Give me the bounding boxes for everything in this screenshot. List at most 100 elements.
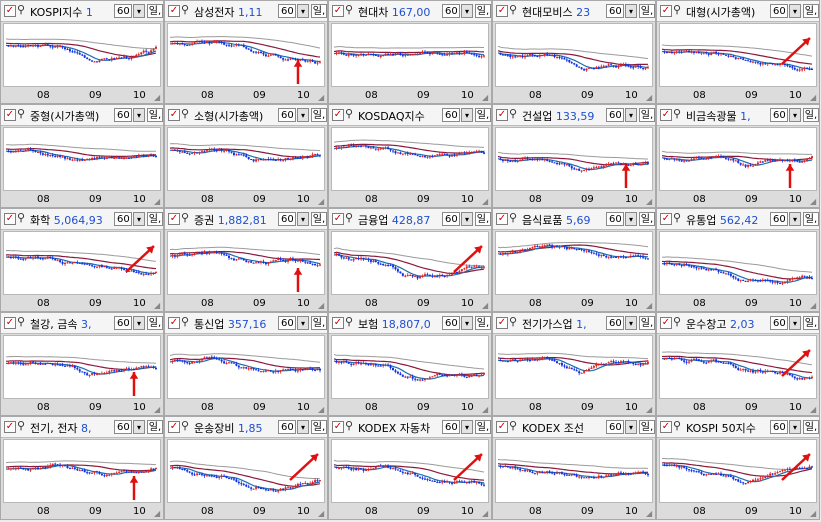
timeframe-button[interactable]: 일,	[475, 212, 491, 226]
price-chart[interactable]	[659, 335, 817, 399]
checkbox[interactable]: ✓	[168, 317, 180, 329]
price-chart[interactable]	[3, 127, 161, 191]
timeframe-button[interactable]: 일,	[639, 420, 655, 434]
resize-grip-icon[interactable]: ◢	[318, 93, 325, 102]
chart-panel[interactable]: ✓ ⚲ 전기, 전자 8, 60 ▾ 일, 08 09 10 ◢	[0, 416, 164, 520]
search-icon[interactable]: ⚲	[345, 3, 354, 16]
chart-panel[interactable]: ✓ ⚲ KOSDAQ지수 60 ▾ 일, 08 09 10 ◢	[328, 104, 492, 208]
resize-grip-icon[interactable]: ◢	[318, 405, 325, 414]
timeframe-button[interactable]: 일,	[311, 316, 327, 330]
chart-panel[interactable]: ✓ ⚲ 비금속광물 1, 60 ▾ 일, 08 09 10 ◢	[656, 104, 820, 208]
chart-panel[interactable]: ✓ ⚲ 대형(시가총액) 60 ▾ 일, 08 09 10 ◢	[656, 0, 820, 104]
chevron-down-icon[interactable]: ▾	[625, 212, 637, 226]
price-chart[interactable]	[3, 231, 161, 295]
resize-grip-icon[interactable]: ◢	[810, 93, 817, 102]
price-chart[interactable]	[495, 335, 653, 399]
resize-grip-icon[interactable]: ◢	[482, 93, 489, 102]
chart-panel[interactable]: ✓ ⚲ 건설업 133,59 60 ▾ 일, 08 09 10 ◢	[492, 104, 656, 208]
price-chart[interactable]	[495, 23, 653, 87]
resize-grip-icon[interactable]: ◢	[482, 197, 489, 206]
search-icon[interactable]: ⚲	[345, 419, 354, 432]
resize-grip-icon[interactable]: ◢	[154, 405, 161, 414]
search-icon[interactable]: ⚲	[345, 315, 354, 328]
period-input[interactable]: 60	[606, 212, 624, 226]
price-chart[interactable]	[167, 231, 325, 295]
search-icon[interactable]: ⚲	[17, 3, 26, 16]
search-icon[interactable]: ⚲	[181, 3, 190, 16]
timeframe-button[interactable]: 일,	[803, 4, 819, 18]
chart-panel[interactable]: ✓ ⚲ 삼성전자 1,11 60 ▾ 일, 08 09 10 ◢	[164, 0, 328, 104]
chevron-down-icon[interactable]: ▾	[461, 4, 473, 18]
chart-panel[interactable]: ✓ ⚲ 전기가스업 1, 60 ▾ 일, 08 09 10 ◢	[492, 312, 656, 416]
checkbox[interactable]: ✓	[496, 213, 508, 225]
checkbox[interactable]: ✓	[496, 109, 508, 121]
search-icon[interactable]: ⚲	[673, 315, 682, 328]
resize-grip-icon[interactable]: ◢	[318, 509, 325, 518]
search-icon[interactable]: ⚲	[17, 211, 26, 224]
chevron-down-icon[interactable]: ▾	[625, 420, 637, 434]
resize-grip-icon[interactable]: ◢	[646, 301, 653, 310]
resize-grip-icon[interactable]: ◢	[646, 93, 653, 102]
resize-grip-icon[interactable]: ◢	[482, 405, 489, 414]
chart-panel[interactable]: ✓ ⚲ KODEX 조선 60 ▾ 일, 08 09 10 ◢	[492, 416, 656, 520]
period-input[interactable]: 60	[770, 316, 788, 330]
search-icon[interactable]: ⚲	[181, 419, 190, 432]
timeframe-button[interactable]: 일,	[639, 212, 655, 226]
chevron-down-icon[interactable]: ▾	[789, 316, 801, 330]
checkbox[interactable]: ✓	[496, 5, 508, 17]
period-input[interactable]: 60	[770, 4, 788, 18]
timeframe-button[interactable]: 일,	[311, 4, 327, 18]
period-input[interactable]: 60	[278, 316, 296, 330]
price-chart[interactable]	[495, 439, 653, 503]
price-chart[interactable]	[167, 23, 325, 87]
price-chart[interactable]	[3, 335, 161, 399]
resize-grip-icon[interactable]: ◢	[646, 509, 653, 518]
resize-grip-icon[interactable]: ◢	[646, 405, 653, 414]
period-input[interactable]: 60	[442, 108, 460, 122]
chart-panel[interactable]: ✓ ⚲ 현대모비스 23 60 ▾ 일, 08 09 10 ◢	[492, 0, 656, 104]
chevron-down-icon[interactable]: ▾	[133, 108, 145, 122]
timeframe-button[interactable]: 일,	[475, 420, 491, 434]
chart-panel[interactable]: ✓ ⚲ KOSPI지수 1 60 ▾ 일, 08 09 10 ◢	[0, 0, 164, 104]
search-icon[interactable]: ⚲	[345, 211, 354, 224]
timeframe-button[interactable]: 일,	[147, 4, 163, 18]
checkbox[interactable]: ✓	[332, 5, 344, 17]
resize-grip-icon[interactable]: ◢	[810, 301, 817, 310]
chevron-down-icon[interactable]: ▾	[625, 316, 637, 330]
chart-panel[interactable]: ✓ ⚲ 운수창고 2,03 60 ▾ 일, 08 09 10 ◢	[656, 312, 820, 416]
price-chart[interactable]	[331, 127, 489, 191]
chart-panel[interactable]: ✓ ⚲ 음식료품 5,69 60 ▾ 일, 08 09 10 ◢	[492, 208, 656, 312]
checkbox[interactable]: ✓	[4, 421, 16, 433]
period-input[interactable]: 60	[606, 316, 624, 330]
search-icon[interactable]: ⚲	[509, 419, 518, 432]
timeframe-button[interactable]: 일,	[147, 420, 163, 434]
checkbox[interactable]: ✓	[4, 5, 16, 17]
chart-panel[interactable]: ✓ ⚲ 소형(시가총액) 60 ▾ 일, 08 09 10 ◢	[164, 104, 328, 208]
period-input[interactable]: 60	[278, 108, 296, 122]
resize-grip-icon[interactable]: ◢	[318, 197, 325, 206]
timeframe-button[interactable]: 일,	[311, 212, 327, 226]
chevron-down-icon[interactable]: ▾	[133, 212, 145, 226]
chart-panel[interactable]: ✓ ⚲ 증권 1,882,81 60 ▾ 일, 08 09 10 ◢	[164, 208, 328, 312]
period-input[interactable]: 60	[442, 316, 460, 330]
resize-grip-icon[interactable]: ◢	[154, 93, 161, 102]
chevron-down-icon[interactable]: ▾	[297, 316, 309, 330]
search-icon[interactable]: ⚲	[673, 419, 682, 432]
checkbox[interactable]: ✓	[660, 109, 672, 121]
chart-panel[interactable]: ✓ ⚲ 화학 5,064,93 60 ▾ 일, 08 09 10 ◢	[0, 208, 164, 312]
resize-grip-icon[interactable]: ◢	[154, 301, 161, 310]
timeframe-button[interactable]: 일,	[639, 316, 655, 330]
resize-grip-icon[interactable]: ◢	[154, 197, 161, 206]
price-chart[interactable]	[167, 439, 325, 503]
resize-grip-icon[interactable]: ◢	[154, 509, 161, 518]
period-input[interactable]: 60	[114, 108, 132, 122]
chart-panel[interactable]: ✓ ⚲ 유통업 562,42 60 ▾ 일, 08 09 10 ◢	[656, 208, 820, 312]
price-chart[interactable]	[167, 335, 325, 399]
chart-panel[interactable]: ✓ ⚲ 보험 18,807,0 60 ▾ 일, 08 09 10 ◢	[328, 312, 492, 416]
price-chart[interactable]	[659, 439, 817, 503]
checkbox[interactable]: ✓	[496, 317, 508, 329]
search-icon[interactable]: ⚲	[509, 211, 518, 224]
chevron-down-icon[interactable]: ▾	[461, 316, 473, 330]
period-input[interactable]: 60	[278, 4, 296, 18]
search-icon[interactable]: ⚲	[509, 315, 518, 328]
